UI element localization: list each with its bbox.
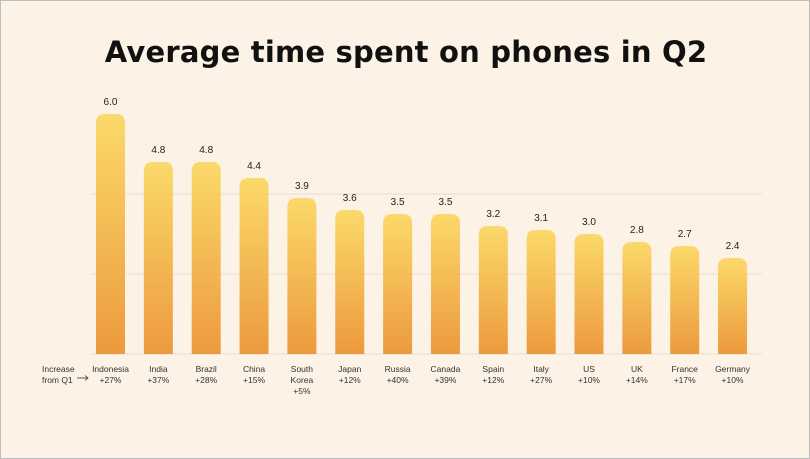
chart-title: Average time spent on phones in Q2 [104,35,708,69]
value-label: 3.0 [582,217,596,228]
category-label: Korea [291,375,314,385]
increase-label: +27% [100,375,122,385]
category-label: Indonesia [92,364,129,374]
category-label: Brazil [196,364,217,374]
value-label: 3.5 [438,197,452,208]
value-label: 2.7 [678,229,692,240]
bar-germany [718,258,748,354]
value-label: 3.2 [486,209,500,220]
bar-italy [526,230,556,354]
increase-label: +10% [722,375,744,385]
value-label: 4.8 [151,145,165,156]
increase-label: +27% [530,375,552,385]
bar-spain [478,226,508,354]
bar-france [670,246,700,354]
value-label: 3.6 [343,193,357,204]
bar-china [239,178,269,354]
increase-label: +15% [243,375,265,385]
row-label-line-1: Increase [42,364,75,374]
increase-label: +10% [578,375,600,385]
row-label-line-2: from Q1 [42,375,73,385]
category-label: South [291,364,313,374]
value-label: 4.8 [199,145,213,156]
increase-label: +5% [293,386,311,396]
bar-canada [430,214,460,354]
value-label: 4.4 [247,161,261,172]
bar-indonesia [96,114,125,354]
increase-label: +14% [626,375,648,385]
increase-label: +12% [339,375,361,385]
category-label: France [671,364,698,374]
category-label: Spain [482,364,504,374]
category-label: US [583,364,595,374]
increase-label: +39% [434,375,456,385]
value-label: 3.1 [534,213,548,224]
category-label: China [243,364,265,374]
increase-label: +37% [147,375,169,385]
increase-label: +28% [195,375,217,385]
category-label: Germany [715,364,751,374]
bar-japan [335,210,365,354]
category-label: Italy [533,364,549,374]
value-label: 6.0 [104,97,118,108]
bar-india [143,162,173,354]
value-label: 3.9 [295,181,309,192]
increase-label: +40% [387,375,409,385]
bar-south-korea [287,198,317,354]
value-label: 2.4 [726,241,740,252]
bar-us [574,234,604,354]
increase-label: +17% [674,375,696,385]
category-label: Canada [431,364,461,374]
row-label-arrow [77,375,89,381]
bar-uk [622,242,652,354]
value-label: 2.8 [630,225,644,236]
bar-russia [383,214,413,354]
value-label: 3.5 [391,197,405,208]
bar-brazil [191,162,221,354]
category-label: UK [631,364,643,374]
increase-label: +12% [482,375,504,385]
category-label: Japan [338,364,361,374]
category-label: India [149,364,168,374]
category-label: Russia [385,364,411,374]
